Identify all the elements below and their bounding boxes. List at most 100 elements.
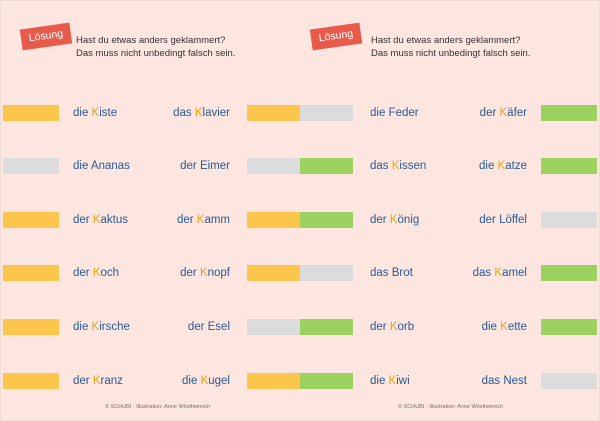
word-label: der Käfer (480, 105, 527, 121)
word-label: der Korb (370, 319, 414, 335)
color-bar (300, 105, 353, 121)
article-text: der (479, 107, 500, 119)
word-rest-text: äfer (507, 107, 527, 119)
word-label: der Knopf (180, 265, 230, 281)
color-bar (300, 212, 353, 228)
highlight-letter: K (196, 214, 205, 226)
color-bar (247, 212, 300, 228)
instruction-line: Hast du etwas anders geklammert? (371, 35, 521, 46)
article-text: das Brot (370, 267, 413, 279)
highlight-letter: K (92, 375, 101, 387)
instruction-line: Das muss nicht unbedingt falsch sein. (371, 47, 531, 59)
article-text: die (370, 375, 389, 387)
color-bar (3, 373, 59, 389)
credit-line: © SCHUBI · Illustration: Anne Wöstheinri… (105, 404, 211, 410)
color-bar (247, 265, 300, 281)
color-bar (300, 158, 353, 174)
word-rest-text: lavier (202, 107, 230, 119)
color-bar (3, 105, 59, 121)
word-label: die Kette (482, 319, 527, 335)
highlight-letter: K (499, 107, 508, 119)
word-pair-row: der Koch der Knopf (0, 265, 300, 281)
color-bar (541, 105, 597, 121)
word-rest-text: iwi (396, 375, 410, 387)
color-bar (247, 158, 300, 174)
word-rest-text: och (100, 267, 120, 279)
word-rest-text: atze (505, 160, 527, 172)
word-label: die Feder (370, 105, 419, 121)
article-text: der (176, 214, 197, 226)
instructions: Hast du etwas anders geklammert? Das mus… (76, 35, 235, 60)
article-text: die (479, 160, 498, 172)
word-label: das Klavier (173, 105, 230, 121)
word-pair-row: der Kranz die Kugel (0, 373, 300, 389)
article-text: die (73, 321, 92, 333)
word-pair-row: das Kissen die Katze (0, 158, 600, 174)
word-label: der Koch (73, 265, 119, 281)
article-text: der (73, 214, 93, 226)
highlight-letter: K (200, 375, 209, 387)
highlight-letter: K (389, 321, 398, 333)
color-bar (300, 373, 353, 389)
article-text: die (182, 375, 201, 387)
instruction-line: Das muss nicht unbedingt falsch sein. (76, 47, 236, 59)
article-text: der (180, 267, 200, 279)
color-bar (541, 373, 597, 389)
word-rest-text: amel (502, 267, 527, 279)
word-rest-text: issen (399, 160, 427, 172)
word-label: die Ananas (73, 158, 130, 174)
color-bar (247, 105, 300, 121)
article-text: die (73, 107, 92, 119)
instructions: Hast du etwas anders geklammert? Das mus… (371, 35, 530, 60)
word-pair-row: der Korb die Kette (0, 319, 600, 335)
highlight-letter: K (389, 214, 398, 226)
word-rest-text: nopf (207, 267, 230, 279)
article-text: die Ananas (73, 160, 130, 172)
word-pair-row: das Brot das Kamel (0, 265, 600, 281)
color-bar (247, 373, 300, 389)
highlight-letter: K (92, 214, 101, 226)
color-bar (300, 265, 353, 281)
word-rest-text: amm (204, 214, 230, 226)
color-bar (3, 212, 59, 228)
color-bar (541, 319, 597, 335)
highlight-letter: K (199, 267, 208, 279)
word-pair-row: die Feder der Käfer (0, 105, 600, 121)
word-label: das Brot (370, 265, 413, 281)
color-bar (541, 212, 597, 228)
article-text: der (73, 267, 93, 279)
word-rest-text: iste (99, 107, 118, 119)
word-pair-row: die Kirsche der Esel (0, 319, 300, 335)
word-label: der Kaktus (73, 212, 128, 228)
word-pair-row: der Kaktus der Kamm (0, 212, 300, 228)
word-label: das Kamel (473, 265, 527, 281)
word-label: die Katze (479, 158, 527, 174)
word-rest-text: irsche (99, 321, 130, 333)
article-text: der Esel (187, 321, 230, 333)
word-rest-text: önig (397, 214, 420, 226)
word-pair-row: der König der Löffel (0, 212, 600, 228)
word-label: die Kirsche (73, 319, 130, 335)
solution-tag: Lösung (19, 22, 73, 51)
highlight-letter: K (494, 267, 503, 279)
word-label: der Kamm (177, 212, 230, 228)
word-pair-row: die Kiste das Klavier (0, 105, 300, 121)
color-bar (541, 158, 597, 174)
word-label: die Kiste (73, 105, 117, 121)
word-rest-text: orb (397, 321, 415, 333)
instruction-line: Hast du etwas anders geklammert? (76, 35, 226, 46)
color-bar (300, 319, 353, 335)
highlight-letter: K (500, 321, 508, 333)
word-label: das Nest (482, 373, 527, 389)
word-pair-row: die Ananas der Eimer (0, 158, 300, 174)
article-text: das Nest (481, 375, 527, 387)
article-text: der Löffel (479, 214, 527, 226)
word-label: die Kugel (182, 373, 230, 389)
article-text: der (370, 214, 390, 226)
highlight-letter: K (92, 267, 101, 279)
color-bar (3, 265, 59, 281)
color-bar (247, 319, 300, 335)
highlight-letter: K (91, 321, 100, 333)
